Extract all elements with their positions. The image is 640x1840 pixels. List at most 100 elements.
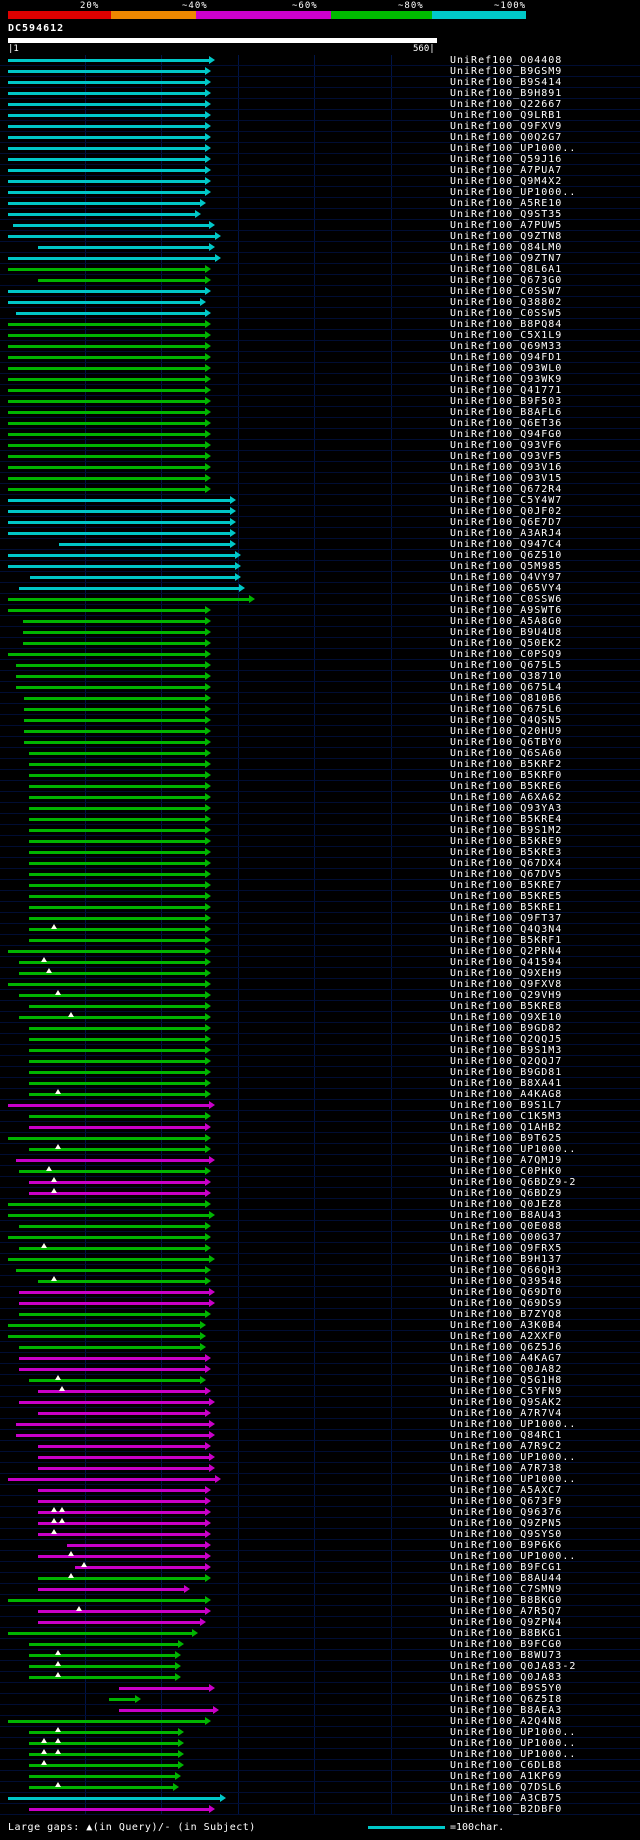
hit-bar[interactable] xyxy=(37,1511,205,1514)
hit-bar[interactable] xyxy=(16,675,205,678)
hit-bar[interactable] xyxy=(29,1808,209,1811)
hit-bar[interactable] xyxy=(74,1566,205,1569)
hit-label[interactable]: UniRef100_C0SSW5 xyxy=(450,308,563,319)
hit-label[interactable]: UniRef100_A6XA62 xyxy=(450,792,563,803)
hit-bar[interactable] xyxy=(8,598,250,601)
hit-bar[interactable] xyxy=(29,1181,205,1184)
hit-label[interactable]: UniRef100_Q0Q2G7 xyxy=(450,132,563,143)
hit-label[interactable]: UniRef100_A3ARJ4 xyxy=(450,528,563,539)
hit-bar[interactable] xyxy=(8,1137,205,1140)
hit-bar[interactable] xyxy=(29,1665,175,1668)
hit-label[interactable]: UniRef100_Q93V16 xyxy=(450,462,563,473)
hit-label[interactable]: UniRef100_C1K5M3 xyxy=(450,1111,563,1122)
hit-label[interactable]: UniRef100_B9S1L7 xyxy=(450,1100,563,1111)
hit-label[interactable]: UniRef100_Q9FXV8 xyxy=(450,979,563,990)
hit-bar[interactable] xyxy=(29,1082,205,1085)
hit-label[interactable]: UniRef100_B8PQ84 xyxy=(450,319,563,330)
hit-bar[interactable] xyxy=(29,1060,205,1063)
hit-bar[interactable] xyxy=(8,202,200,205)
hit-bar[interactable] xyxy=(29,1148,205,1151)
hit-bar[interactable] xyxy=(16,664,205,667)
hit-bar[interactable] xyxy=(8,257,215,260)
hit-label[interactable]: UniRef100_Q84LM0 xyxy=(450,242,563,253)
hit-bar[interactable] xyxy=(29,1731,179,1734)
hit-label[interactable]: UniRef100_Q6Z5I8 xyxy=(450,1694,563,1705)
hit-bar[interactable] xyxy=(37,1500,205,1503)
hit-bar[interactable] xyxy=(37,1489,205,1492)
hit-bar[interactable] xyxy=(8,466,205,469)
hit-bar[interactable] xyxy=(37,246,209,249)
hit-bar[interactable] xyxy=(8,59,209,62)
hit-label[interactable]: UniRef100_Q93YA3 xyxy=(450,803,563,814)
hit-label[interactable]: UniRef100_Q5M985 xyxy=(450,561,563,572)
hit-label[interactable]: UniRef100_B8BKG0 xyxy=(450,1595,563,1606)
hit-bar[interactable] xyxy=(37,1412,205,1415)
hit-label[interactable]: UniRef100_B9S1M3 xyxy=(450,1045,563,1056)
hit-bar[interactable] xyxy=(16,686,205,689)
hit-label[interactable]: UniRef100_Q9M4X2 xyxy=(450,176,563,187)
hit-label[interactable]: UniRef100_B5KRF2 xyxy=(450,759,563,770)
hit-label[interactable]: UniRef100_Q69DT0 xyxy=(450,1287,563,1298)
hit-bar[interactable] xyxy=(8,433,205,436)
hit-bar[interactable] xyxy=(37,1621,200,1624)
hit-label[interactable]: UniRef100_Q93WK9 xyxy=(450,374,563,385)
hit-label[interactable]: UniRef100_B5KRE1 xyxy=(450,902,563,913)
hit-bar[interactable] xyxy=(37,1555,205,1558)
hit-label[interactable]: UniRef100_Q675L5 xyxy=(450,660,563,671)
hit-bar[interactable] xyxy=(13,224,209,227)
hit-label[interactable]: UniRef100_A9SWT6 xyxy=(450,605,563,616)
hit-bar[interactable] xyxy=(29,1643,179,1646)
hit-bar[interactable] xyxy=(37,1280,205,1283)
hit-label[interactable]: UniRef100_B5KRE7 xyxy=(450,880,563,891)
hit-label[interactable]: UniRef100_B9S5Y0 xyxy=(450,1683,563,1694)
hit-bar[interactable] xyxy=(29,774,205,777)
hit-bar[interactable] xyxy=(37,1577,205,1580)
hit-bar[interactable] xyxy=(19,1313,205,1316)
hit-label[interactable]: UniRef100_UP1000.. xyxy=(450,1727,577,1738)
hit-label[interactable]: UniRef100_B2DBF0 xyxy=(450,1804,563,1815)
hit-label[interactable]: UniRef100_A7R9C2 xyxy=(450,1441,563,1452)
hit-label[interactable]: UniRef100_Q0JA83-2 xyxy=(450,1661,577,1672)
hit-label[interactable]: UniRef100_A7PUA7 xyxy=(450,165,563,176)
hit-bar[interactable] xyxy=(8,983,205,986)
hit-bar[interactable] xyxy=(8,1214,209,1217)
hit-bar[interactable] xyxy=(8,323,205,326)
hit-label[interactable]: UniRef100_Q8L6A1 xyxy=(450,264,563,275)
hit-bar[interactable] xyxy=(22,620,205,623)
hit-label[interactable]: UniRef100_Q6BDZ9 xyxy=(450,1188,563,1199)
hit-bar[interactable] xyxy=(8,367,205,370)
hit-bar[interactable] xyxy=(29,796,205,799)
hit-label[interactable]: UniRef100_Q673G0 xyxy=(450,275,563,286)
hit-label[interactable]: UniRef100_B9FCG1 xyxy=(450,1562,563,1573)
hit-label[interactable]: UniRef100_Q66QH3 xyxy=(450,1265,563,1276)
hit-label[interactable]: UniRef100_O04408 xyxy=(450,55,563,66)
hit-bar[interactable] xyxy=(29,917,205,920)
hit-bar[interactable] xyxy=(29,1676,175,1679)
hit-bar[interactable] xyxy=(19,1346,200,1349)
hit-bar[interactable] xyxy=(29,763,205,766)
hit-label[interactable]: UniRef100_B8BKG1 xyxy=(450,1628,563,1639)
hit-bar[interactable] xyxy=(29,1027,205,1030)
hit-label[interactable]: UniRef100_Q2QQJ5 xyxy=(450,1034,563,1045)
hit-bar[interactable] xyxy=(8,1104,209,1107)
hit-label[interactable]: UniRef100_C6DLB8 xyxy=(450,1760,563,1771)
hit-bar[interactable] xyxy=(8,1324,200,1327)
hit-label[interactable]: UniRef100_Q96376 xyxy=(450,1507,563,1518)
hit-label[interactable]: UniRef100_A7R7V4 xyxy=(450,1408,563,1419)
hit-label[interactable]: UniRef100_A5RE10 xyxy=(450,198,563,209)
hit-label[interactable]: UniRef100_Q810B6 xyxy=(450,693,563,704)
hit-bar[interactable] xyxy=(8,356,205,359)
hit-label[interactable]: UniRef100_Q4VY97 xyxy=(450,572,563,583)
hit-bar[interactable] xyxy=(8,125,205,128)
hit-label[interactable]: UniRef100_A2XXF0 xyxy=(450,1331,563,1342)
hit-bar[interactable] xyxy=(8,444,205,447)
hit-bar[interactable] xyxy=(29,752,205,755)
hit-label[interactable]: UniRef100_B8AEA3 xyxy=(450,1705,563,1716)
hit-bar[interactable] xyxy=(19,1247,205,1250)
hit-bar[interactable] xyxy=(24,697,205,700)
hit-bar[interactable] xyxy=(8,268,205,271)
hit-bar[interactable] xyxy=(8,136,205,139)
hit-bar[interactable] xyxy=(19,1357,205,1360)
hit-label[interactable]: UniRef100_A2Q4N8 xyxy=(450,1716,563,1727)
hit-label[interactable]: UniRef100_UP1000.. xyxy=(450,1144,577,1155)
